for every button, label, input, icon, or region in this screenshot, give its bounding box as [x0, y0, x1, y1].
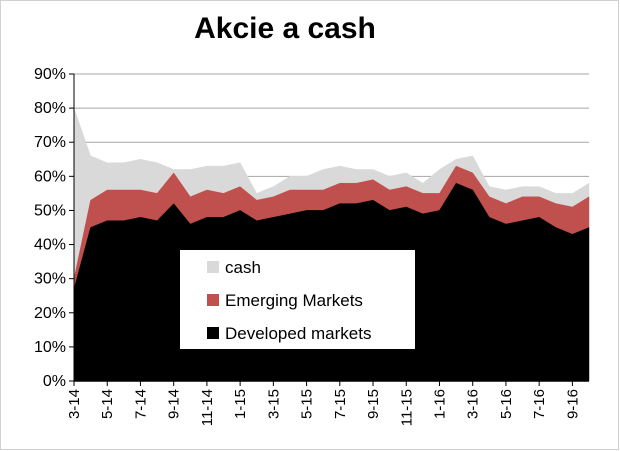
x-tick-label: 7-14: [133, 389, 150, 419]
x-tick-labels: 3-14 5-14 7-14 9-14 11-14 1-15 3-15 5-15 7-15 9-1…: [66, 381, 581, 426]
x-tick-label: 9-15: [365, 389, 382, 419]
legend: cash Emerging Markets Developed markets: [180, 250, 415, 349]
y-tick-labels: 0% 10% 20% 30% 40% 50% 60% 70% 80% 90%: [34, 66, 74, 390]
x-tick-label: 9-16: [564, 389, 581, 419]
y-tick-label: 10%: [34, 339, 66, 356]
x-tick-label: 3-14: [66, 389, 83, 419]
x-tick-label: 1-15: [232, 389, 249, 419]
x-tick-label: 9-14: [166, 389, 183, 419]
x-tick-label: 7-15: [332, 389, 349, 419]
legend-swatch: [207, 294, 219, 306]
x-tick-label: 5-15: [299, 389, 316, 419]
x-tick-label: 5-16: [498, 389, 515, 419]
chart-title: Akcie a cash: [194, 12, 376, 45]
x-tick-label: 5-14: [99, 389, 116, 419]
legend-entry: cash: [225, 258, 261, 277]
y-tick-label: 70%: [34, 134, 66, 151]
legend-entry: Emerging Markets: [225, 291, 363, 310]
y-tick-label: 60%: [34, 168, 66, 185]
y-tick-label: 50%: [34, 202, 66, 219]
y-tick-label: 0%: [43, 373, 66, 390]
x-tick-label: 11-15: [398, 389, 415, 426]
y-tick-label: 20%: [34, 305, 66, 322]
x-tick-label: 11-14: [199, 389, 216, 426]
axes: [73, 74, 589, 382]
y-tick-label: 30%: [34, 271, 66, 288]
y-tick-label: 40%: [34, 237, 66, 254]
x-tick-label: 7-16: [531, 389, 548, 419]
legend-entry: Developed markets: [225, 324, 371, 343]
x-tick-label: 3-15: [265, 389, 282, 419]
x-tick-label: 1-16: [432, 389, 449, 419]
x-tick-label: 3-16: [465, 389, 482, 419]
legend-box: [180, 250, 415, 349]
y-tick-label: 80%: [34, 100, 66, 117]
y-tick-label: 90%: [34, 66, 66, 83]
legend-swatch: [207, 261, 219, 273]
legend-swatch: [207, 327, 219, 339]
